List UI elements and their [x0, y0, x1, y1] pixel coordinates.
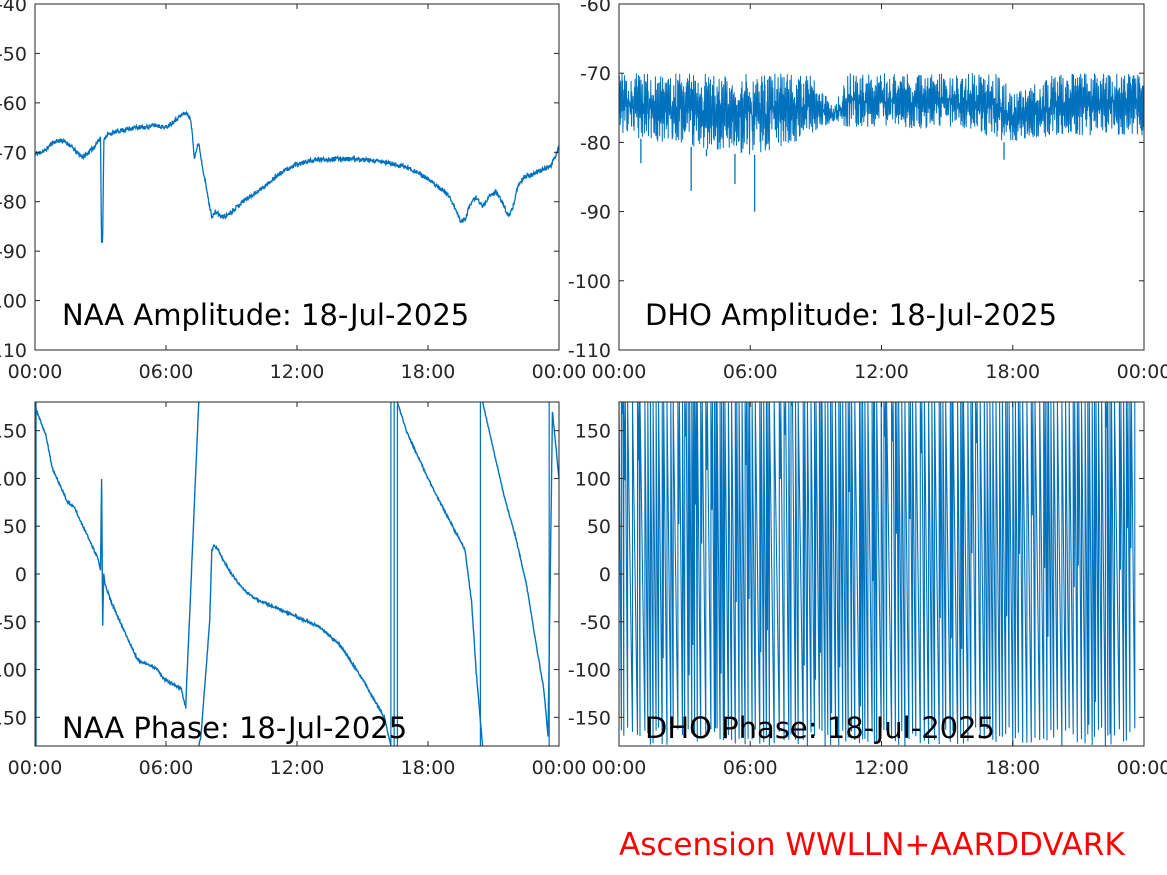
x-ticks: 00:00 06:00 12:00 18:00 00:00	[8, 4, 587, 383]
y-tick-label: -100	[568, 660, 611, 682]
x-tick-label: 06:00	[723, 361, 778, 383]
y-tick-label: -80	[0, 192, 27, 214]
panel-title: NAA Amplitude: 18-Jul-2025	[62, 298, 469, 332]
naa-phase-segment	[396, 401, 484, 746]
naa-phase-segment	[34, 405, 187, 708]
dho-phase-line	[618, 401, 1136, 746]
station-footer: Ascension WWLLN+AARDDVARK	[619, 827, 1125, 863]
y-ticks: -110 -100 -90 -80 -70 -60	[568, 0, 1144, 362]
y-tick-label: 100	[575, 468, 611, 490]
y-tick-label: -100	[0, 660, 27, 682]
panel-title: DHO Amplitude: 18-Jul-2025	[645, 298, 1057, 332]
y-tick-label: -80	[580, 132, 611, 154]
x-tick-label: 12:00	[270, 361, 325, 383]
x-tick-label: 06:00	[139, 757, 194, 779]
plot-frame	[618, 3, 1145, 351]
y-tick-label: 150	[0, 421, 27, 443]
plot-area	[619, 4, 1144, 350]
series-layer	[34, 401, 560, 747]
y-tick-label: 0	[599, 564, 611, 586]
x-tick-label: 06:00	[139, 361, 194, 383]
y-tick-label: -70	[0, 142, 27, 164]
y-tick-label: -50	[580, 612, 611, 634]
x-tick-label: 18:00	[985, 361, 1040, 383]
y-tick-label: 50	[3, 516, 27, 538]
y-tick-label: -40	[0, 0, 27, 16]
panel-title: DHO Phase: 18-Jul-2025	[645, 711, 995, 745]
x-tick-label: 00:00	[8, 757, 63, 779]
x-tick-label: 00:00	[592, 757, 647, 779]
series-layer	[618, 401, 1136, 746]
y-tick-label: -50	[0, 612, 27, 634]
plot-frame	[618, 401, 1145, 747]
x-tick-label: 00:00	[1117, 757, 1167, 779]
x-tick-label: 00:00	[1117, 361, 1167, 383]
x-tick-label: 18:00	[401, 361, 456, 383]
x-tick-label: 00:00	[532, 361, 587, 383]
x-tick-label: 12:00	[854, 361, 909, 383]
y-tick-label: 0	[15, 564, 27, 586]
y-tick-label: -50	[0, 43, 27, 65]
panel-naa-amplitude: -110 -100 -90 -80 -70 -60 -50 -40 00:00 06:00 12:…	[0, 0, 586, 383]
series-layer	[618, 73, 1145, 212]
x-tick-label: 06:00	[723, 757, 778, 779]
x-ticks: 00:00 06:00 12:00 18:00 00:00	[8, 402, 587, 779]
y-tick-label: -70	[580, 63, 611, 85]
naa-phase-segment	[481, 401, 560, 737]
y-tick-label: -110	[568, 340, 611, 362]
x-tick-label: 18:00	[401, 757, 456, 779]
plot-area	[35, 402, 559, 746]
dho-amplitude-line	[618, 73, 1145, 155]
y-ticks: -150 -100 -50 0 50 100 150	[0, 421, 559, 729]
x-tick-label: 12:00	[854, 757, 909, 779]
y-tick-label: -150	[568, 707, 611, 729]
panel-naa-phase: -150 -100 -50 0 50 100 150 00:00 06:00 12:00 18:0…	[0, 401, 587, 779]
y-tick-label: -60	[580, 0, 611, 16]
naa-phase-segment	[198, 544, 392, 747]
y-tick-label: 150	[575, 421, 611, 443]
naa-phase-segment	[185, 401, 200, 709]
x-tick-label: 12:00	[270, 757, 325, 779]
naa-amplitude-line	[34, 110, 560, 243]
y-tick-label: -100	[568, 271, 611, 293]
y-ticks: -110 -100 -90 -80 -70 -60 -50 -40	[0, 0, 559, 362]
x-ticks: 00:00 06:00 12:00 18:00 00:00	[592, 402, 1167, 779]
series-layer	[34, 110, 560, 243]
plot-area	[35, 4, 559, 350]
panel-dho-phase: -150 -100 -50 0 50 100 150 00:00 06:00 12:00 18:0…	[568, 401, 1167, 779]
y-tick-label: -100	[0, 291, 27, 313]
x-tick-label: 00:00	[592, 361, 647, 383]
y-ticks: -150 -100 -50 0 50 100 150	[568, 421, 1144, 729]
y-tick-label: -90	[580, 202, 611, 224]
y-tick-label: 50	[587, 516, 611, 538]
x-tick-label: 00:00	[8, 361, 63, 383]
panel-dho-amplitude: -110 -100 -90 -80 -70 -60 00:00 06:00 12:00 18:0…	[568, 0, 1167, 383]
x-tick-label: 18:00	[985, 757, 1040, 779]
y-tick-label: 100	[0, 468, 27, 490]
plot-frame	[34, 3, 560, 351]
x-tick-label: 00:00	[532, 757, 587, 779]
y-tick-label: -110	[0, 340, 27, 362]
plot-frame	[34, 401, 560, 747]
y-tick-label: -150	[0, 707, 27, 729]
x-ticks: 00:00 06:00 12:00 18:00 00:00	[592, 4, 1167, 383]
y-tick-label: -60	[0, 93, 27, 115]
y-tick-label: -90	[0, 241, 27, 263]
panel-title: NAA Phase: 18-Jul-2025	[62, 711, 407, 745]
